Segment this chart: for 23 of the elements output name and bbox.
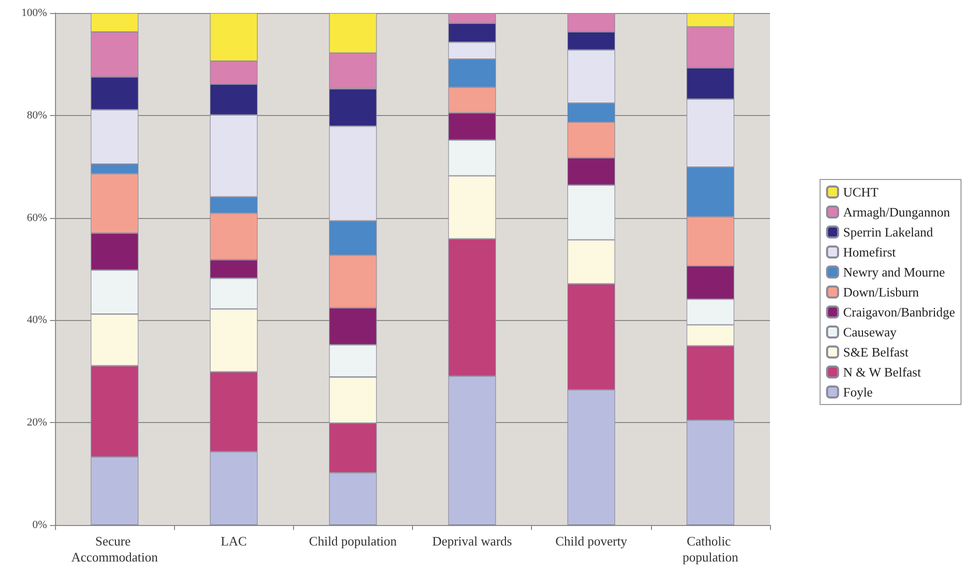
x-tick-label: Deprival wards xyxy=(432,534,512,548)
legend-label: Foyle xyxy=(843,384,873,400)
x-tick-label: Child poverty xyxy=(555,534,628,548)
legend-label: Newry and Mourne xyxy=(843,264,946,280)
y-tick-label: 20% xyxy=(26,416,47,429)
legend-label: Causeway xyxy=(843,324,898,340)
y-tick-label: 80% xyxy=(26,109,47,122)
legend-label: N & W Belfast xyxy=(843,364,922,380)
legend-label: Armagh/Dungannon xyxy=(843,204,950,220)
x-tick-label: LAC xyxy=(220,534,247,548)
legend-label: Craigavon/Banbridge xyxy=(843,304,956,320)
legend-label: Homefirst xyxy=(843,244,896,260)
legend-label: UCHT xyxy=(843,184,879,200)
legend-label: Down/Lisburn xyxy=(843,284,920,300)
y-tick-label: 40% xyxy=(26,314,47,326)
y-tick-label: 100% xyxy=(21,7,47,19)
x-tick-label: Child population xyxy=(309,534,398,548)
x-tick-label: Secure Accommodation xyxy=(71,534,158,564)
y-tick-label: 0% xyxy=(32,519,47,531)
legend-label: S&E Belfast xyxy=(843,344,909,360)
y-tick-label: 60% xyxy=(26,212,47,224)
legend-label: Sperrin Lakeland xyxy=(843,224,934,240)
x-tick-label: Catholic population xyxy=(682,534,739,564)
